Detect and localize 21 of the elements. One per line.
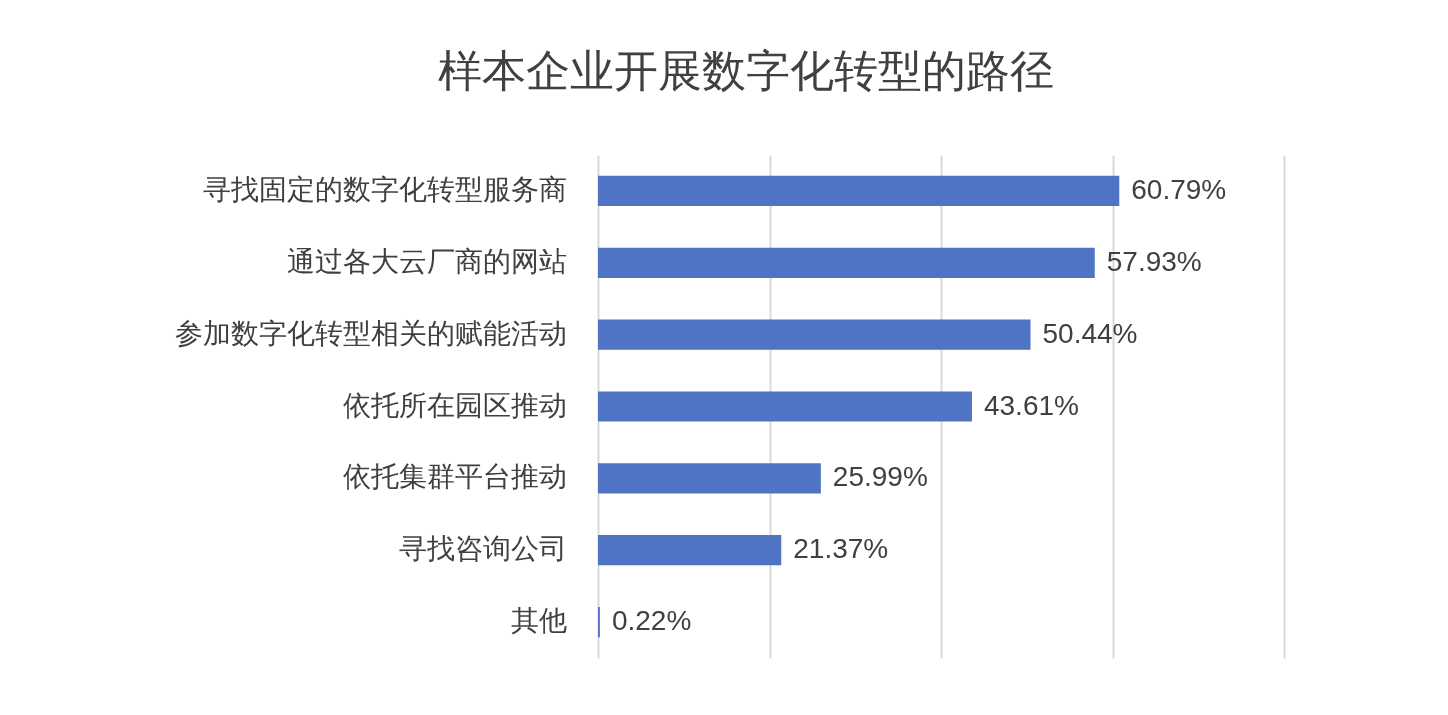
data-label: 60.79% (1131, 173, 1227, 205)
bar (598, 319, 1031, 350)
y-tick-label: 依托所在园区推动 (342, 388, 567, 422)
data-label: 50.44% (1042, 317, 1138, 349)
bar (598, 535, 782, 566)
y-tick-label: 其他 (510, 604, 567, 638)
y-tick-label: 寻找固定的数字化转型服务商 (202, 172, 567, 206)
y-tick-label: 依托集群平台推动 (342, 460, 567, 494)
bar (598, 247, 1095, 278)
data-label: 21.37% (793, 533, 889, 565)
data-label: 57.93% (1106, 245, 1202, 277)
y-tick-label: 通过各大云厂商的网站 (286, 244, 567, 278)
bar (598, 391, 972, 422)
y-tick-label: 寻找咨询公司 (398, 532, 567, 566)
bar (598, 463, 821, 494)
bar (598, 175, 1120, 207)
data-label: 25.99% (832, 461, 928, 493)
data-label: 0.22% (611, 605, 692, 637)
chart-title: 样本企业开展数字化转型的路径 (438, 45, 1054, 96)
data-label: 43.61% (983, 389, 1079, 421)
y-tick-label: 参加数字化转型相关的赋能活动 (174, 316, 567, 350)
